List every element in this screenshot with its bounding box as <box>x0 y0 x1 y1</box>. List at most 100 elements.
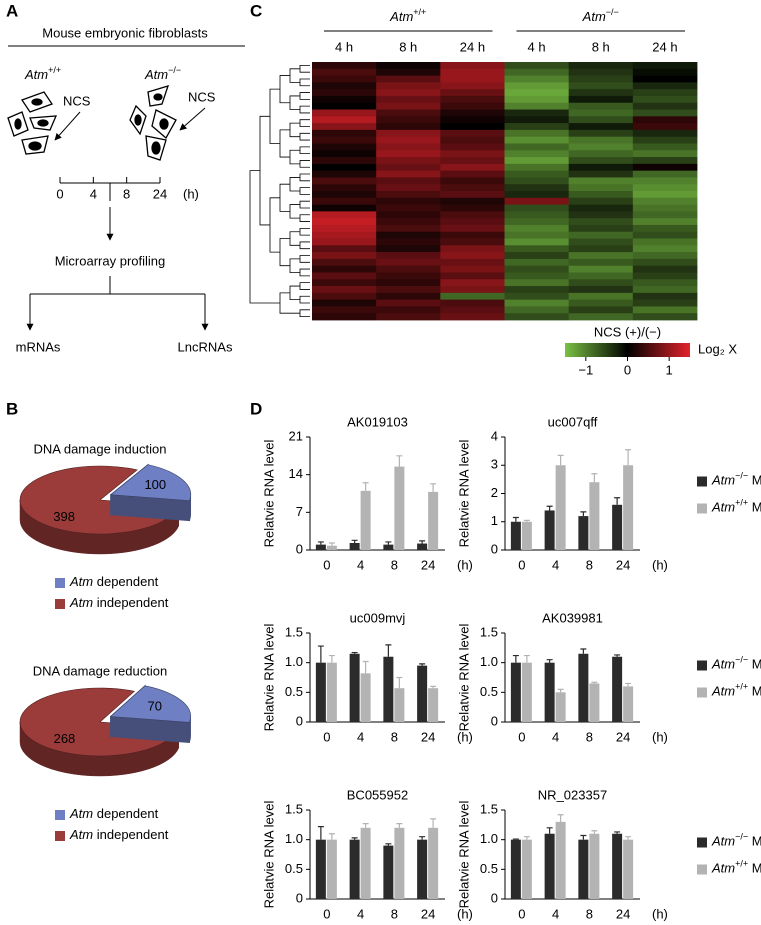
dendrogram-branch <box>299 268 310 277</box>
panel-label: A <box>6 1 18 20</box>
heatmap-cell <box>504 224 570 233</box>
chart-title: NR_023357 <box>538 787 607 802</box>
heatmap-cell <box>568 75 634 83</box>
heatmap-cell <box>632 68 698 76</box>
dendrogram-branch <box>299 187 310 195</box>
dendrogram-branch <box>289 68 300 83</box>
heatmap-cell <box>504 62 570 70</box>
heatmap-cell <box>568 163 634 172</box>
heatmap-cell <box>440 102 505 110</box>
heatmap-cell <box>312 143 377 151</box>
heatmap-cell <box>568 252 634 260</box>
error-bar <box>625 682 632 687</box>
heatmap-cell <box>504 245 570 253</box>
error-bar <box>385 541 392 545</box>
y-tick-label: 1.5 <box>285 624 303 639</box>
dendrogram-branch <box>289 95 300 110</box>
dendrogram-branch <box>299 309 310 318</box>
bar <box>589 482 600 550</box>
bar <box>544 662 555 722</box>
data-label: 268 <box>54 731 76 746</box>
dendrogram-branch <box>279 75 290 104</box>
panel-label: C <box>250 1 262 20</box>
column-label: 4 h <box>335 39 353 54</box>
x-tick-label: 8 <box>586 906 593 921</box>
error-bar <box>328 833 335 840</box>
error-bar <box>580 511 587 517</box>
heatmap-cell <box>376 211 441 219</box>
heatmap-cell <box>376 231 441 239</box>
heatmap-cell <box>632 252 698 260</box>
error-bar <box>591 830 598 834</box>
bar <box>589 833 600 899</box>
dendrogram-branch <box>279 183 290 212</box>
bar <box>417 839 428 899</box>
bar <box>315 544 326 550</box>
error-bar <box>546 505 553 511</box>
heatmap-cell <box>312 265 377 273</box>
bar <box>326 839 337 899</box>
heatmap-cell <box>376 62 441 70</box>
bar <box>315 662 326 722</box>
timepoint-label: 4 <box>90 186 97 201</box>
heatmap-cell <box>504 89 570 97</box>
colorbar-title: NCS (+)/(−) <box>594 324 661 339</box>
heatmap-cell <box>504 252 570 260</box>
output-label: LncRNAs <box>178 339 233 354</box>
heatmap-cell <box>312 204 377 212</box>
heatmap-cell <box>568 157 634 165</box>
heatmap-cell <box>568 68 634 76</box>
heatmap-cell <box>312 62 377 70</box>
legend-label: Atm−/− MEF <box>711 655 761 672</box>
y-tick-label: 0 <box>296 541 303 556</box>
x-tick-label: 4 <box>552 906 559 921</box>
panel-label: B <box>6 399 18 418</box>
dendrogram-branch <box>289 122 300 138</box>
heatmap-cell <box>632 123 698 131</box>
heatmap-cell <box>376 258 441 267</box>
bar <box>521 839 532 899</box>
x-tick-label: 0 <box>518 906 525 921</box>
heatmap-cell <box>376 75 441 83</box>
x-tick-label: 0 <box>323 729 330 744</box>
heatmap-cell <box>632 286 698 294</box>
heatmap-cell <box>376 204 441 212</box>
heatmap-cell <box>632 211 698 219</box>
x-tick-label: 24 <box>616 729 630 744</box>
heatmap-cell <box>440 116 505 124</box>
heatmap-cell <box>312 109 377 117</box>
heatmap-cell <box>504 170 570 178</box>
error-bar <box>557 688 564 693</box>
chart-title: uc009mvj <box>350 610 406 625</box>
y-tick-label: 0 <box>296 890 303 905</box>
y-tick-label: 3 <box>491 457 498 472</box>
pie-title: DNA damage reduction <box>33 663 167 678</box>
bar <box>612 833 623 899</box>
data-label: 398 <box>53 509 75 524</box>
error-bar <box>523 519 530 522</box>
heatmap-cell <box>376 218 441 226</box>
error-bar <box>396 455 403 467</box>
heatmap-cell <box>440 184 505 192</box>
dendrogram-branch <box>289 149 300 165</box>
legend-swatch <box>697 837 707 848</box>
heatmap-cell <box>568 279 634 287</box>
heatmap-cell <box>568 109 634 117</box>
error-bar <box>546 827 553 834</box>
heatmap-cell <box>312 272 377 280</box>
heatmap-cell <box>568 299 634 307</box>
heatmap-cell <box>376 170 441 178</box>
heatmap-cell <box>440 272 505 280</box>
heatmap-cell <box>632 306 698 314</box>
heatmap-cell <box>376 292 441 301</box>
dendrogram-branch <box>299 241 310 250</box>
chart-title: BC055952 <box>347 787 408 802</box>
x-tick-label: 0 <box>518 729 525 744</box>
heatmap-cell <box>440 245 505 253</box>
heatmap-cell <box>504 286 570 294</box>
x-tick-label: 4 <box>552 729 559 744</box>
heatmap-cell <box>376 109 441 117</box>
bar <box>383 845 394 899</box>
colorbar-tick-label: 1 <box>666 362 673 377</box>
